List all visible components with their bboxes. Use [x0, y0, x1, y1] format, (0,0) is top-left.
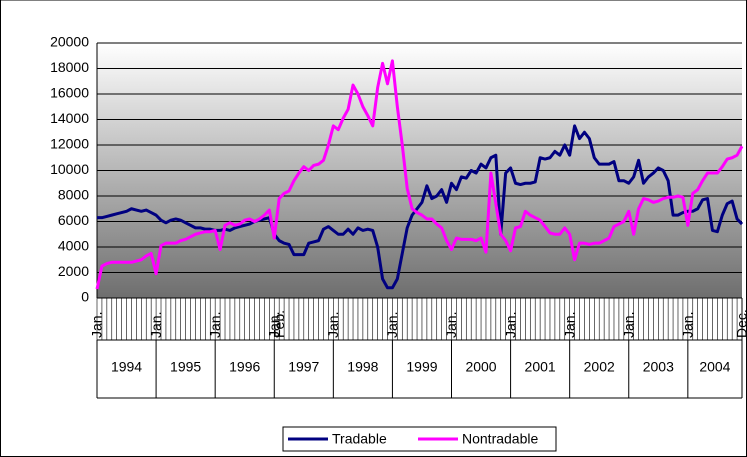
y-tick-label: 0 — [81, 289, 89, 305]
x-tick-label: Jan. — [680, 312, 696, 338]
x-tick-label: Jan. — [89, 312, 105, 338]
x-tick-label: Jan. — [148, 312, 164, 338]
year-label: 1998 — [347, 359, 378, 375]
legend: Tradable Nontradable — [282, 426, 557, 452]
x-tick-label: Feb. — [271, 310, 287, 338]
series-line — [97, 124, 744, 290]
legend-label: Nontradable — [462, 431, 538, 447]
year-label: 2002 — [584, 359, 615, 375]
year-label: 1994 — [111, 359, 142, 375]
y-tick-label: 12000 — [50, 136, 89, 152]
y-tick-label: 14000 — [50, 110, 89, 126]
year-label: 1997 — [288, 359, 319, 375]
y-tick-label: 4000 — [58, 238, 89, 254]
year-label: 2004 — [699, 359, 730, 375]
legend-label: Tradable — [332, 431, 387, 447]
year-label: 2001 — [525, 359, 556, 375]
x-tick-label: Jan. — [443, 312, 459, 338]
x-tick-label: Jan. — [325, 312, 341, 338]
y-tick-label: 10000 — [50, 161, 89, 177]
y-tick-label: 2000 — [58, 263, 89, 279]
year-label: 1995 — [170, 359, 201, 375]
x-tick-label: Jan. — [620, 312, 636, 338]
x-tick-label: Jan. — [207, 312, 223, 338]
year-label: 1996 — [229, 359, 260, 375]
year-label: 1999 — [406, 359, 437, 375]
x-tick-label: Dec. — [734, 309, 747, 338]
x-tick-label: Jan. — [561, 312, 577, 338]
x-tick-label: Jan. — [502, 312, 518, 338]
y-tick-label: 16000 — [50, 85, 89, 101]
x-tick-label: Jan. — [384, 312, 400, 338]
y-tick-label: 8000 — [58, 187, 89, 203]
year-label: 2000 — [465, 359, 496, 375]
y-tick-label: 20000 — [50, 34, 89, 50]
x-tick-label: Jan. — [266, 312, 282, 338]
y-tick-label: 6000 — [58, 212, 89, 228]
y-tick-label: 18000 — [50, 59, 89, 75]
series-line — [95, 59, 744, 290]
year-label: 2003 — [643, 359, 674, 375]
